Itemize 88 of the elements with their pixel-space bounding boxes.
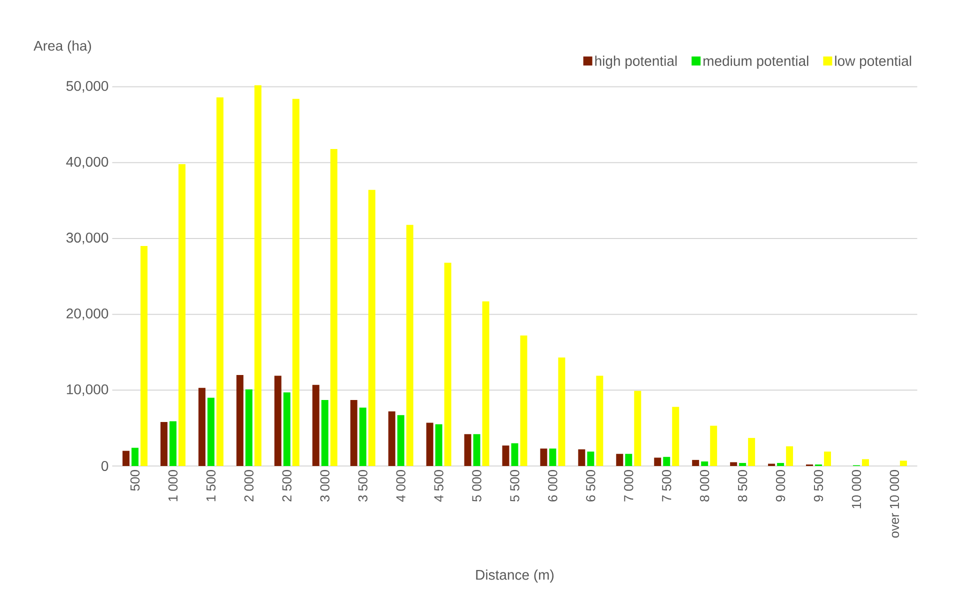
bar [672, 406, 680, 466]
bar [625, 454, 632, 466]
legend-label: low potential [835, 56, 912, 69]
bar [292, 98, 300, 466]
y-tick-label: 30,000 [66, 232, 108, 244]
y-tick-label: 40,000 [66, 156, 108, 168]
bar [692, 460, 700, 466]
bar [216, 97, 224, 466]
bar [482, 301, 490, 466]
x-axis-title: Distance (m) [476, 570, 554, 583]
bar [701, 461, 708, 466]
bar [178, 164, 186, 466]
bar [862, 459, 869, 466]
bar [350, 400, 358, 466]
bar [368, 190, 376, 466]
y-tick-label: 50,000 [66, 80, 108, 93]
bar [900, 460, 907, 466]
bar [169, 421, 176, 466]
bar [207, 398, 214, 466]
y-tick-label: 20,000 [66, 308, 108, 320]
bar [502, 446, 510, 466]
bar [511, 443, 518, 466]
bar [549, 448, 556, 466]
x-tick-label: 4 000 [396, 470, 406, 502]
bar [406, 224, 414, 466]
bar [748, 438, 756, 466]
y-tick-label: 0 [101, 461, 108, 471]
bar [122, 450, 130, 466]
bar [198, 388, 206, 466]
bar [558, 358, 566, 466]
x-tick-label: 7 000 [624, 470, 634, 502]
bar [578, 449, 586, 466]
bar [739, 462, 746, 466]
x-tick-label: 8 500 [738, 470, 748, 502]
bar [464, 434, 472, 466]
legend-label: high potential [595, 56, 677, 69]
x-tick-label: 500 [130, 470, 140, 491]
bar [730, 462, 738, 466]
x-tick-label: 8 000 [700, 470, 710, 502]
bar [321, 400, 328, 466]
bar [824, 452, 831, 466]
bar [274, 376, 282, 466]
x-tick-label: 5 000 [472, 470, 482, 502]
x-tick-label: 2 000 [244, 470, 254, 502]
bar [616, 454, 624, 466]
bar [359, 408, 366, 466]
bar [388, 411, 396, 466]
bar [397, 415, 404, 466]
bar [654, 458, 662, 466]
bar [132, 448, 139, 466]
x-tick-label: 1 000 [168, 470, 178, 502]
x-tick-label: 4 500 [434, 470, 444, 502]
bar [786, 446, 794, 466]
legend-label: medium potential [704, 56, 808, 69]
x-tick-label: 3 000 [320, 470, 330, 502]
x-tick-label: 9 000 [776, 470, 786, 502]
bar [245, 389, 252, 466]
bar [435, 424, 442, 466]
x-tick-label: 6 500 [586, 470, 596, 502]
x-tick-label: 2 500 [282, 470, 292, 502]
bar [426, 422, 434, 466]
bar [596, 376, 604, 466]
bar [540, 448, 548, 466]
bar [312, 384, 320, 466]
x-tick-label: 9 500 [814, 470, 824, 502]
x-tick-label: over 10 000 [890, 470, 900, 538]
x-tick-label: 5 500 [510, 470, 520, 502]
bar [663, 456, 670, 466]
bar [160, 422, 168, 466]
x-tick-label: 6 000 [548, 470, 558, 502]
bar [283, 392, 290, 466]
y-tick-label: 10,000 [66, 384, 108, 396]
bar [587, 452, 594, 466]
bar [473, 434, 480, 466]
x-tick-label: 7 500 [662, 470, 672, 502]
x-tick-label: 3 500 [358, 470, 368, 502]
bar [444, 262, 452, 466]
bar [777, 462, 784, 466]
bar [634, 390, 642, 466]
bar [710, 426, 718, 466]
bar [236, 374, 244, 466]
y-axis-title: Area (ha) [34, 40, 92, 54]
bar [330, 148, 338, 466]
bar [254, 85, 262, 466]
x-tick-label: 10 000 [852, 470, 862, 508]
x-tick-label: 1 500 [206, 470, 216, 502]
bar [520, 336, 528, 466]
bar [140, 246, 148, 466]
